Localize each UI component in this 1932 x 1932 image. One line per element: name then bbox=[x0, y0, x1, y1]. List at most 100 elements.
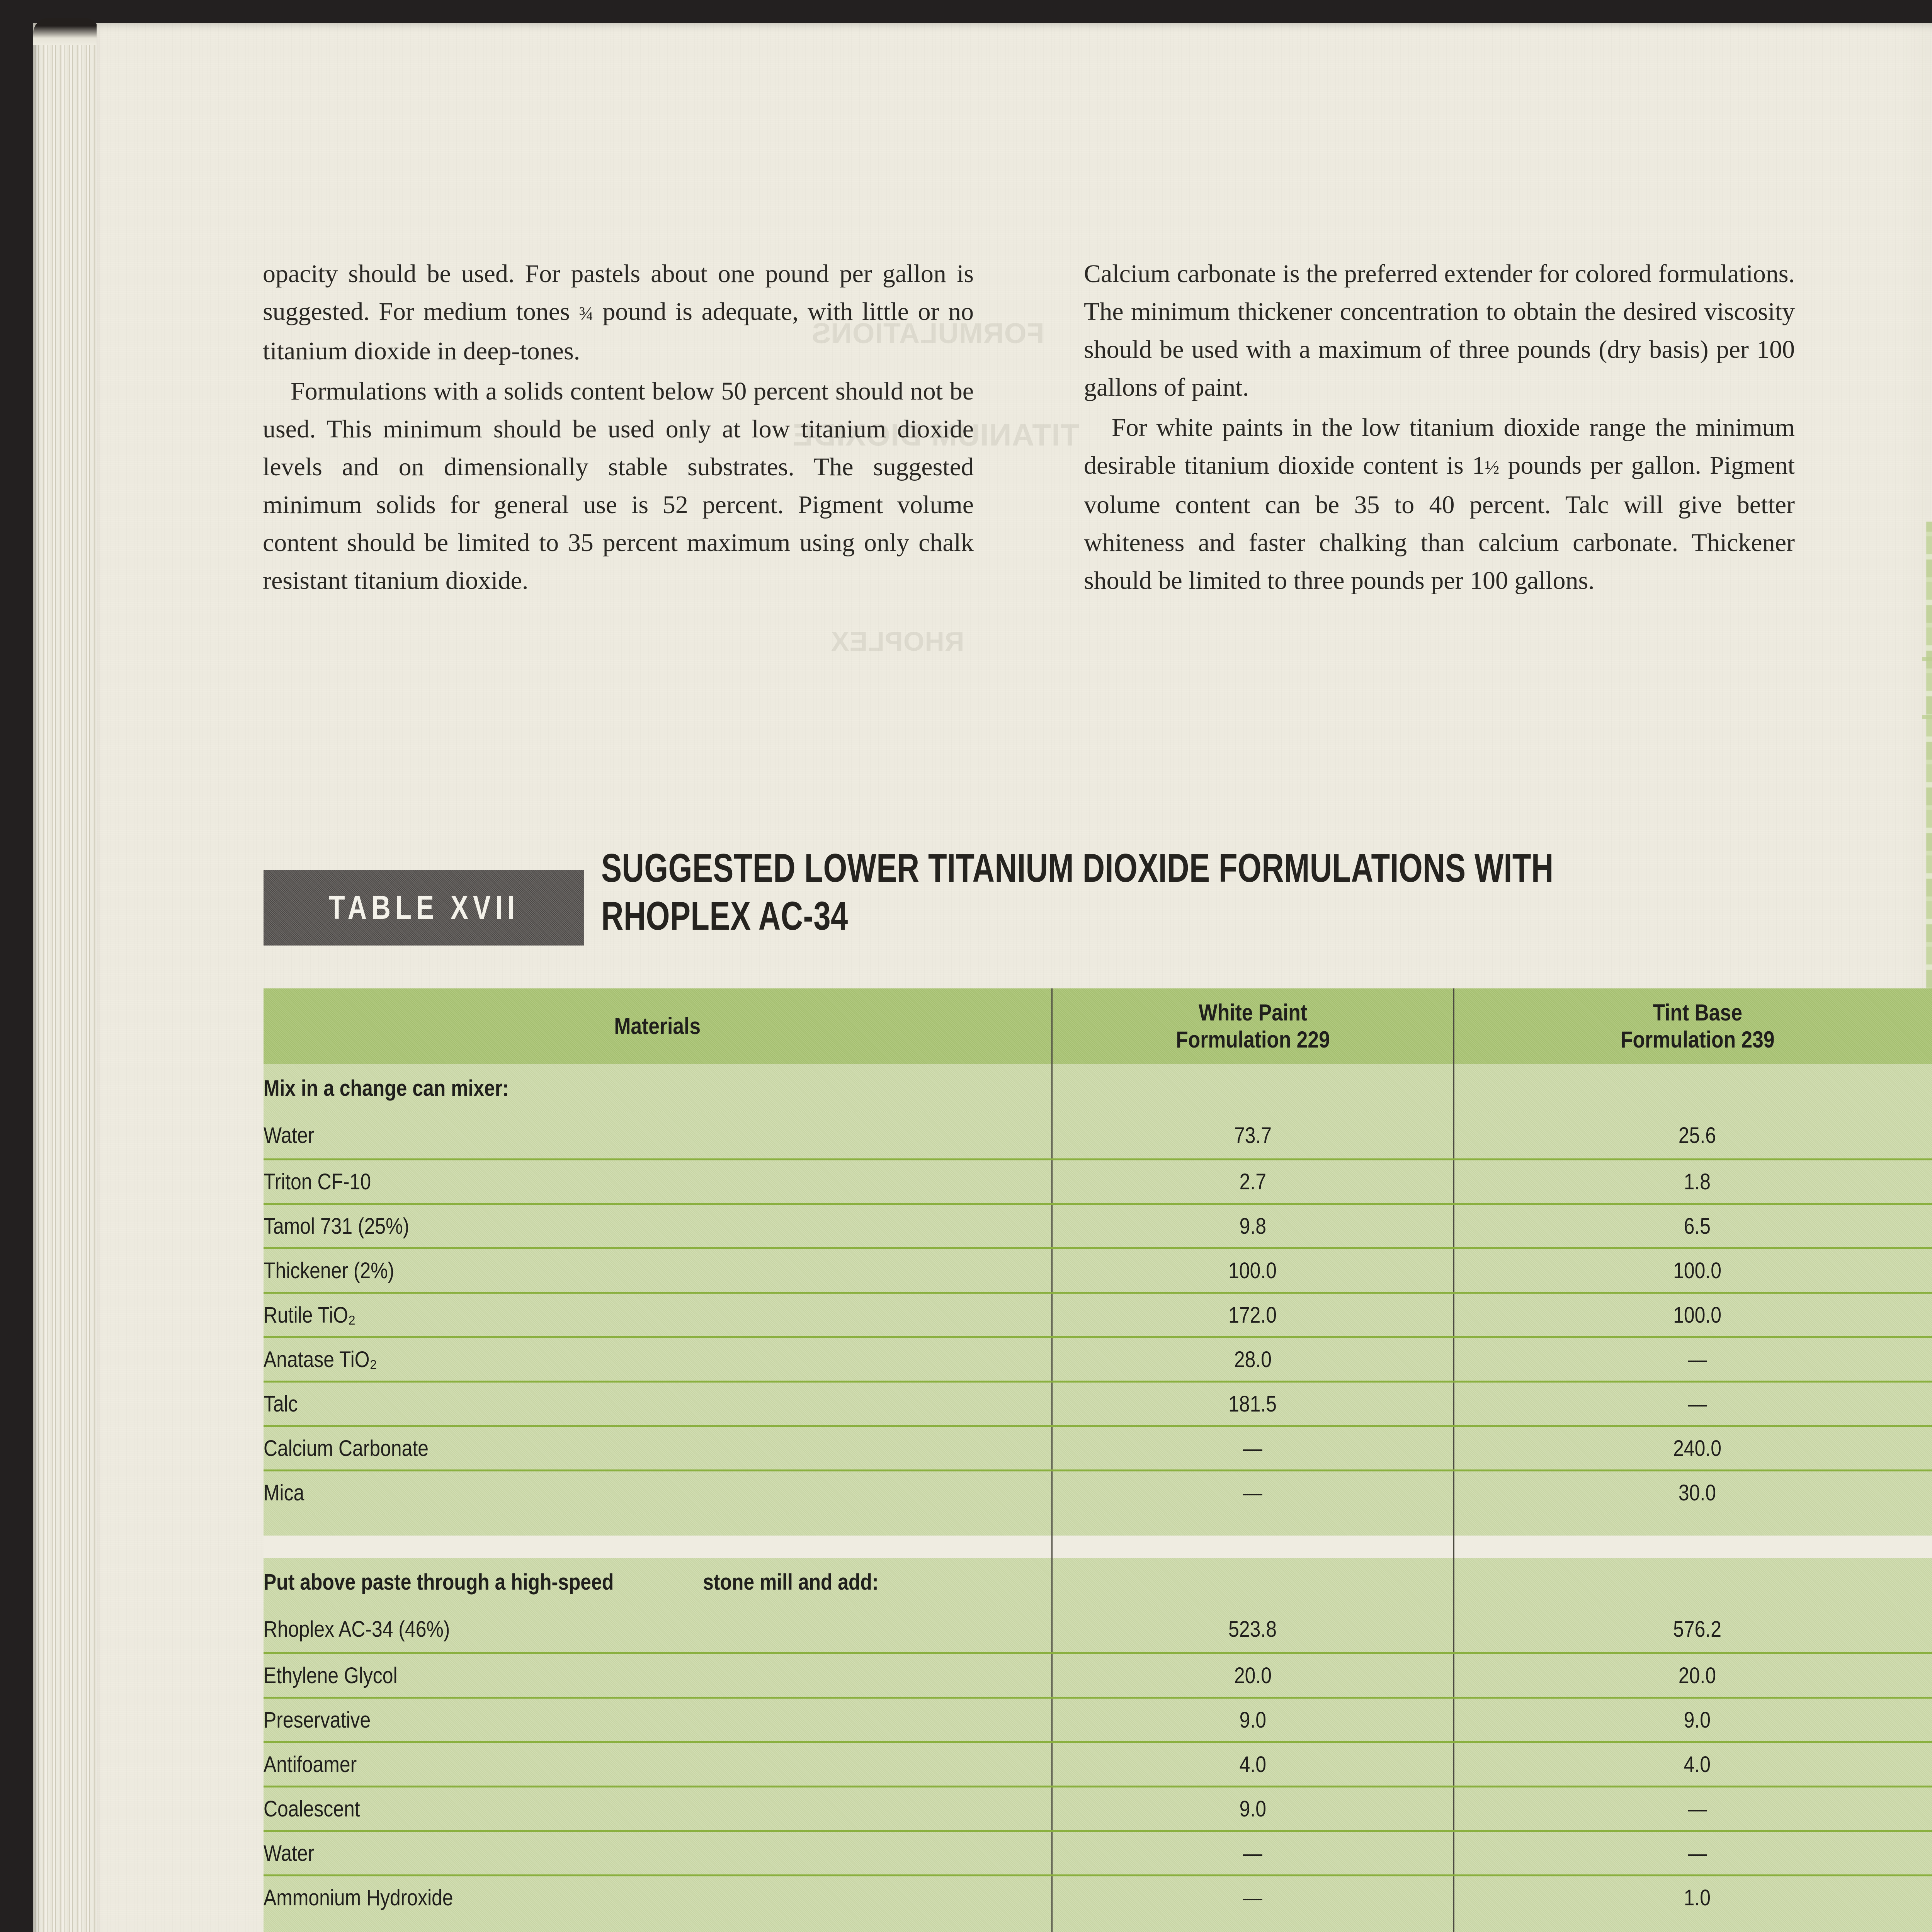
table-row: Antifoamer 4.0 4.0 bbox=[264, 1741, 1932, 1787]
table-row: Talc 181.5 — bbox=[264, 1381, 1932, 1426]
section-heading-mill-line1: Put above paste through a high-speed bbox=[264, 1569, 614, 1595]
column-header-tint-base: Tint Base Formulation 239 bbox=[1454, 988, 1932, 1064]
table-row: Ammonium Hydroxide — 1.0 bbox=[264, 1874, 1932, 1919]
cell-white-paint: 523.8 bbox=[1052, 1606, 1454, 1653]
cell-white-paint-text: 181.5 bbox=[1228, 1391, 1277, 1417]
cell-white-paint: 73.7 bbox=[1052, 1112, 1454, 1160]
cell-material: Triton CF-10 bbox=[264, 1158, 1053, 1204]
cell-tint-base: 240.0 bbox=[1454, 1425, 1932, 1471]
cell-tint-base-text: 4.0 bbox=[1684, 1752, 1711, 1777]
section-heading-spacer-b bbox=[1454, 1558, 1932, 1606]
cell-tint-base: 6.5 bbox=[1454, 1203, 1932, 1248]
table-row: Triton CF-10 2.7 1.8 bbox=[264, 1158, 1932, 1204]
cell-material: Calcium Carbonate bbox=[264, 1425, 1053, 1471]
table-row: Mica — 30.0 bbox=[264, 1469, 1932, 1514]
cell-tint-base: — bbox=[1454, 1381, 1932, 1426]
cell-white-paint: — bbox=[1052, 1469, 1454, 1514]
cell-tint-base-text: 1.8 bbox=[1684, 1169, 1711, 1194]
cell-material: Thickener (2%) bbox=[264, 1247, 1053, 1293]
cell-white-paint-text: 20.0 bbox=[1234, 1663, 1272, 1688]
cell-material-text: Tamol 731 (25%) bbox=[264, 1213, 410, 1239]
cell-material-text: Preservative bbox=[264, 1707, 371, 1733]
column-header-materials: Materials bbox=[264, 988, 1053, 1064]
cell-tint-base-text: 30.0 bbox=[1679, 1480, 1716, 1505]
book-fore-edge bbox=[33, 23, 99, 1932]
table-title-line: RHOPLEX AC-34 bbox=[601, 894, 848, 939]
cell-white-paint: 181.5 bbox=[1052, 1381, 1454, 1426]
cell-tint-base-text: 100.0 bbox=[1673, 1258, 1722, 1283]
body-text-columns: opacity should be used. For pastels abou… bbox=[263, 255, 1886, 600]
cell-white-paint-text: 4.0 bbox=[1239, 1752, 1266, 1777]
cell-tint-base: — bbox=[1454, 1830, 1932, 1876]
cell-tint-base-text: 9.0 bbox=[1684, 1707, 1711, 1733]
cell-white-paint-text: 523.8 bbox=[1228, 1616, 1277, 1642]
column-header-tint-base-line1: Tint Base bbox=[1653, 1000, 1742, 1026]
table-row: Calcium Carbonate — 240.0 bbox=[264, 1425, 1932, 1471]
cell-material: Rutile TiO₂ bbox=[264, 1292, 1053, 1337]
cell-tint-base: 576.2 bbox=[1454, 1606, 1932, 1653]
book-fore-edge-top bbox=[33, 18, 100, 45]
cell-material-text: Thickener (2%) bbox=[264, 1258, 395, 1283]
cell-white-paint-text: — bbox=[1243, 1885, 1262, 1910]
cell-white-paint-text: 9.0 bbox=[1239, 1796, 1266, 1821]
cell-tint-base: 30.0 bbox=[1454, 1469, 1932, 1514]
left-text-column: opacity should be used. For pastels abou… bbox=[263, 255, 974, 600]
cell-white-paint-text: 73.7 bbox=[1234, 1122, 1272, 1148]
cell-material-text: Talc bbox=[264, 1391, 298, 1417]
column-header-white-paint: White Paint Formulation 229 bbox=[1052, 988, 1454, 1064]
cell-material-text: Water bbox=[264, 1122, 315, 1148]
table-row: Rutile TiO₂ 172.0 100.0 bbox=[264, 1292, 1932, 1337]
cell-tint-base: 25.6 bbox=[1454, 1112, 1932, 1160]
table-row: Preservative 9.0 9.0 bbox=[264, 1697, 1932, 1742]
table-row-padding bbox=[264, 1919, 1932, 1932]
cell-white-paint-text: 9.0 bbox=[1239, 1707, 1266, 1733]
cell-material-text: Water bbox=[264, 1840, 315, 1866]
cell-material-text: Rhoplex AC-34 (46%) bbox=[264, 1616, 450, 1642]
table-number-label: TABLE XVII bbox=[328, 889, 519, 926]
cell-tint-base-text: 1.0 bbox=[1684, 1885, 1711, 1910]
table-caption: TABLE XVII SUGGESTED LOWER TITANIUM DIOX… bbox=[264, 844, 1932, 946]
cell-material: Mica bbox=[264, 1469, 1053, 1514]
cell-white-paint-text: — bbox=[1243, 1435, 1262, 1461]
cell-tint-base: 9.0 bbox=[1454, 1697, 1932, 1742]
table-row: Coalescent 9.0 — bbox=[264, 1786, 1932, 1831]
cell-tint-base: 100.0 bbox=[1454, 1247, 1932, 1293]
table-row: Thickener (2%) 100.0 100.0 bbox=[264, 1247, 1932, 1293]
cell-white-paint-text: — bbox=[1243, 1480, 1262, 1505]
paragraph: Calcium carbonate is the preferred exten… bbox=[1084, 260, 1795, 401]
cell-tint-base-text: 576.2 bbox=[1673, 1616, 1722, 1642]
cell-material: Talc bbox=[264, 1381, 1053, 1426]
page-content: opacity should be used. For pastels abou… bbox=[263, 23, 1932, 1932]
cell-white-paint: — bbox=[1052, 1830, 1454, 1876]
cell-tint-base-text: 100.0 bbox=[1673, 1302, 1722, 1328]
section-heading-spacer-a bbox=[1052, 1558, 1454, 1606]
cell-tint-base: — bbox=[1454, 1786, 1932, 1831]
cell-material-text: Anatase TiO₂ bbox=[264, 1347, 377, 1372]
table-header: Materials White Paint Formulation 229 Ti… bbox=[264, 988, 1932, 1064]
table-row: Anatase TiO₂ 28.0 — bbox=[264, 1336, 1932, 1382]
section-heading-mix-label: Mix in a change can mixer: bbox=[264, 1075, 509, 1101]
cell-material: Preservative bbox=[264, 1697, 1053, 1742]
cell-tint-base-text: — bbox=[1687, 1796, 1707, 1821]
table-title: SUGGESTED LOWER TITANIUM DIOXIDE FORMULA… bbox=[601, 844, 1846, 940]
cell-white-paint: 9.8 bbox=[1052, 1203, 1454, 1248]
cell-material-text: Ammonium Hydroxide bbox=[264, 1885, 453, 1910]
cell-white-paint: — bbox=[1052, 1874, 1454, 1919]
table-title-line: SUGGESTED LOWER TITANIUM DIOXIDE FORMULA… bbox=[601, 846, 1554, 891]
cell-tint-base-text: 20.0 bbox=[1679, 1663, 1716, 1688]
cell-tint-base-text: — bbox=[1687, 1840, 1707, 1866]
cell-tint-base: 20.0 bbox=[1454, 1652, 1932, 1698]
cell-white-paint-text: 9.8 bbox=[1239, 1213, 1266, 1239]
cell-white-paint-text: 100.0 bbox=[1228, 1258, 1277, 1283]
right-text-column: Calcium carbonate is the preferred exten… bbox=[1084, 255, 1795, 600]
cell-tint-base-text: — bbox=[1687, 1391, 1707, 1417]
table-row: Water — — bbox=[264, 1830, 1932, 1876]
cell-tint-base-text: 25.6 bbox=[1679, 1122, 1716, 1148]
paragraph: Formulations with a solids content below… bbox=[263, 377, 974, 595]
cell-material-text: Antifoamer bbox=[264, 1752, 357, 1777]
cell-white-paint-text: 2.7 bbox=[1239, 1169, 1266, 1194]
section-heading-spacer-a bbox=[1052, 1064, 1454, 1112]
table-header-row: Materials White Paint Formulation 229 Ti… bbox=[264, 988, 1932, 1064]
table-body: Mix in a change can mixer: Water 73.7 25… bbox=[264, 1064, 1932, 1932]
column-header-tint-base-line2: Formulation 239 bbox=[1620, 1027, 1775, 1053]
